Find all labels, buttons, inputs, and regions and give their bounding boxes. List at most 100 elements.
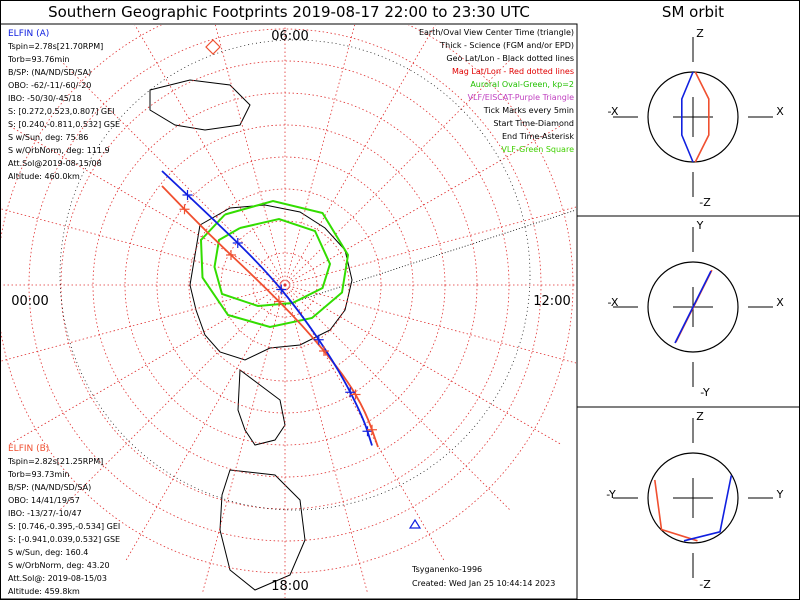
elfin-a-line: S: [0.240,-0.811,0.532] GSE <box>8 120 120 129</box>
sm-panel-3-top-label: Z <box>696 410 704 423</box>
sm-panel-2-right-label: X <box>776 296 784 309</box>
legend-item: Mag Lat/Lon - Red dotted lines <box>452 67 574 76</box>
elfin-b-name: ELFIN (B) <box>8 444 49 454</box>
polar-map <box>1 25 576 598</box>
mag-lon-line <box>284 206 576 286</box>
mag-lon-line <box>214 25 286 286</box>
mag-lon-line <box>201 284 286 595</box>
time-label-left: 00:00 <box>11 294 48 309</box>
sm-panel-1-right-label: X <box>776 105 784 118</box>
main-title: Southern Geographic Footprints 2019-08-1… <box>48 3 530 21</box>
elfin-a-line: S: [0.272,0.523,0.807] GEI <box>8 107 115 116</box>
mag-lon-line <box>284 284 563 446</box>
created-label: Created: Wed Jan 25 10:44:14 2023 <box>412 579 555 588</box>
elfin-b-line: Torb=93.73min <box>7 470 69 479</box>
elfin-b-line: Altitude: 459.8km <box>8 587 80 596</box>
legend: Earth/Oval View Center Time (triangle) T… <box>419 28 574 154</box>
legend-item: Geo Lat/Lon - Black dotted lines <box>446 54 574 63</box>
legend-item: Thick - Science (FGM and/or EPD) <box>439 41 574 50</box>
elfin-a-view-triangle <box>408 518 422 529</box>
elfin-a-name: ELFIN (A) <box>8 29 49 39</box>
sm-earth-circle <box>647 452 739 544</box>
mag-lon-line <box>7 124 286 286</box>
elfin-b-start-diamond <box>205 39 221 55</box>
mag-lon-line <box>58 284 286 512</box>
sm-panel-3: Z -Z -Y Y <box>606 410 783 591</box>
elfin-b-line: S: [-0.941,0.039,0.532] GSE <box>8 535 120 544</box>
legend-item: Earth/Oval View Center Time (triangle) <box>419 28 574 37</box>
mag-lon-line <box>1 208 286 286</box>
sm-orbit-elfin-b <box>694 71 710 163</box>
track-tick-marks <box>179 190 377 437</box>
mag-lon-line <box>134 25 286 286</box>
sm-panel-3-bottom-label: -Z <box>699 578 711 591</box>
sm-panel-1: Z -Z -X X <box>608 27 785 209</box>
elfin-b-line: IBO: -13/27/-10/47 <box>8 509 82 518</box>
sm-orbit-panels: Z -Z -X X Y -Y -X X Z -Z -Y Y <box>606 27 784 591</box>
sm-panel-1-left-label: -X <box>608 105 619 118</box>
geo-lat-circle <box>59 39 531 511</box>
mag-grid <box>1 25 576 598</box>
elfin-a-line: Torb=93.76min <box>7 55 69 64</box>
elfin-a-line: Att.Sol@2019-08-15/08 <box>8 159 102 168</box>
sm-panel-2: Y -Y -X X <box>608 219 785 399</box>
sm-orbit-elfin-b <box>654 479 698 542</box>
geo-lon-line <box>284 209 576 306</box>
australia-landmass <box>149 79 251 131</box>
geo-grid <box>59 39 576 511</box>
sm-panel-1-bottom-label: -Z <box>699 196 711 209</box>
sm-orbit-elfin-a <box>683 475 733 542</box>
elfin-a-line: OBO: -62/-11/-60/-20 <box>8 81 91 90</box>
mag-lon-line <box>284 25 436 286</box>
elfin-b-line: S: [0.746,-0.395,-0.534] GEI <box>8 522 120 531</box>
antarctica-landmass <box>189 204 353 361</box>
time-label-bottom: 18:00 <box>271 579 308 594</box>
sm-panel-3-right-label: Y <box>776 488 784 501</box>
mag-lon-line <box>58 58 286 286</box>
sm-orbit-title: SM orbit <box>662 3 724 21</box>
mag-lon-line <box>7 284 286 446</box>
mag-lon-line <box>284 284 369 595</box>
sm-orbit-elfin-a <box>681 71 694 163</box>
elfin-a-line: B/SP: (NA/ND/SD/SA) <box>8 68 91 77</box>
elfin-b-line: B/SP: (NA/ND/SD/SA) <box>8 483 91 492</box>
elfin-b-line: Tspin=2.82s[21.25RPM] <box>7 457 103 466</box>
elfin-a-line: Altitude: 460.0km <box>8 172 80 181</box>
auroral-oval-inner <box>213 217 332 308</box>
model-label: Tsyganenko-1996 <box>411 565 482 574</box>
mag-lon-line <box>284 25 356 286</box>
sm-panel-3-left-label: -Y <box>606 488 616 501</box>
mag-lon-line <box>284 124 563 286</box>
sm-earth-circle <box>647 261 739 353</box>
elfin-a-line: S w/Sun, deg: 75.86 <box>8 133 88 142</box>
elfin-a-line: Tspin=2.78s[21.70RPM] <box>7 42 103 51</box>
mag-lon-line <box>284 284 576 364</box>
sm-panel-2-left-label: -X <box>608 296 619 309</box>
south-america-landmass <box>237 369 286 446</box>
elfin-a-info: ELFIN (A) Tspin=2.78s[21.70RPM] Torb=93.… <box>7 29 120 181</box>
africa-landmass <box>219 469 306 591</box>
elfin-b-line: S w/Sun, deg: 160.4 <box>8 548 88 557</box>
auroral-oval-outer <box>199 199 350 329</box>
time-label-right: 12:00 <box>533 294 570 309</box>
legend-item: VLF/EISCAT-Purple Triangle <box>468 93 575 102</box>
mag-lon-line <box>284 284 512 512</box>
sm-orbit-elfin-a <box>674 270 712 344</box>
elfin-b-line: S w/OrbNorm, deg: 43.20 <box>8 561 110 570</box>
legend-item: VLF-Green Square <box>501 145 574 154</box>
legend-item: Auroral Oval-Green, kp=2 <box>470 80 574 89</box>
elfin-b-line: Att.Sol@: 2019-08-15/03 <box>8 574 107 583</box>
legend-item: Start Time-Diamond <box>493 119 574 128</box>
elfin-b-info: ELFIN (B) Tspin=2.82s[21.25RPM] Torb=93.… <box>7 444 120 596</box>
elfin-a-track <box>161 170 373 446</box>
mag-lon-line <box>124 284 286 563</box>
legend-item: Tick Marks every 5min <box>483 106 574 115</box>
elfin-a-line: IBO: -50/30/-45/18 <box>8 94 82 103</box>
sm-panel-2-top-label: Y <box>696 219 704 232</box>
sm-panel-1-top-label: Z <box>696 27 704 40</box>
legend-item: End Time-Asterisk <box>502 132 574 141</box>
sm-panel-2-bottom-label: -Y <box>700 386 710 399</box>
elfin-a-line: S w/OrbNorm, deg: 111.9 <box>8 146 110 155</box>
